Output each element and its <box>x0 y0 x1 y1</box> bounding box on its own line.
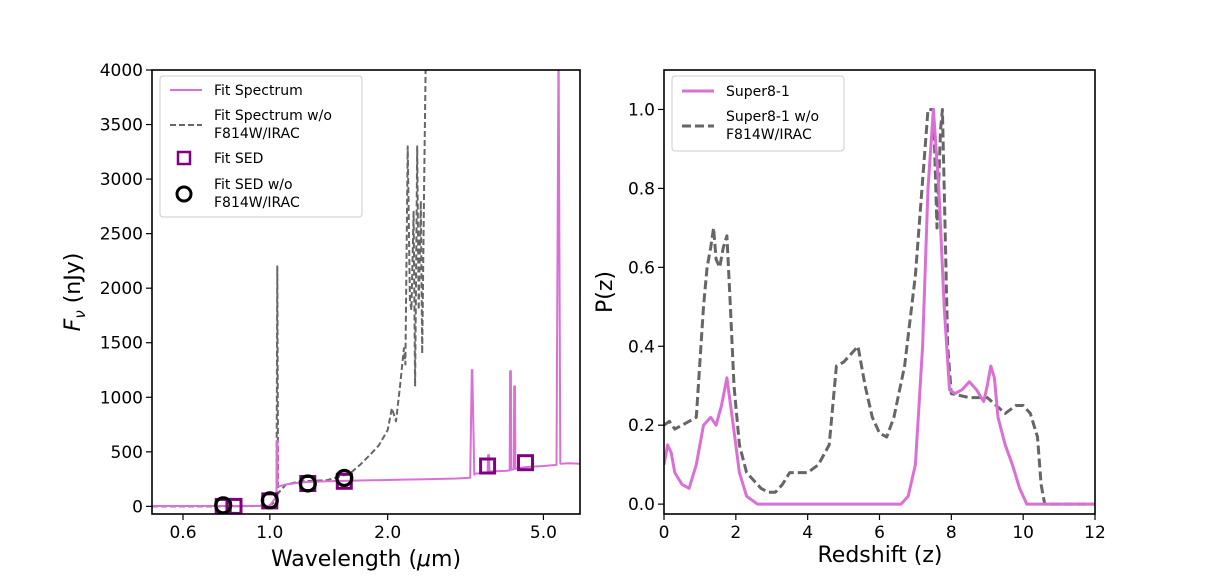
pz-y-axis-title: P(z) <box>593 271 618 313</box>
y-tick-label: 3500 <box>100 116 143 136</box>
series-fit-spectrum-line <box>152 70 580 507</box>
x-tick-label: 1.0 <box>256 523 283 543</box>
legend-fit-sed-label: Fit SED <box>214 151 263 167</box>
pz-legend-box <box>671 75 845 152</box>
x-tick-label: 6 <box>874 523 885 543</box>
sed-axes-frame <box>151 69 581 515</box>
series-super8-1-line <box>664 108 1095 506</box>
sed-circle-point-3 <box>335 468 354 488</box>
sed-plot-area <box>152 70 580 514</box>
x-tick-label: 0.6 <box>169 523 196 543</box>
sed-y-axis-title: Fν (nJy) <box>61 253 89 332</box>
y-tick-label: 2000 <box>100 279 143 299</box>
x-tick-label: 10 <box>1012 523 1034 543</box>
y-tick-label: 1000 <box>100 388 143 408</box>
y-tick-label: 2500 <box>100 225 143 245</box>
legend-fit-sed-nofit-label-1: Fit SED w/o <box>214 177 293 193</box>
sed-x-ticks: 0.6 1.0 2.0 5.0 <box>169 514 557 543</box>
legend-fit-sed-nofit-label-2: F814W/IRAC <box>214 195 300 211</box>
legend-super8-nofit-label-1: Super8-1 w/o <box>726 109 819 125</box>
sed-circle-point-1 <box>260 491 279 510</box>
y-tick-label: 3000 <box>100 170 143 190</box>
sed-square-point-5 <box>479 457 497 475</box>
legend-fit-sed-nofit-marker <box>175 185 193 203</box>
sed-square-point-6 <box>517 454 534 472</box>
y-tick-label: 0.6 <box>628 258 655 278</box>
pz-y-ticks: 0.0 0.2 0.4 0.6 0.8 1.0 <box>628 100 664 515</box>
y-tick-label: 1.0 <box>628 100 655 120</box>
y-tick-label: 0.0 <box>628 495 655 515</box>
sed-legend: Fit Spectrum Fit Spectrum w/o F814W/IRAC… <box>159 75 363 218</box>
legend-fit-spectrum-label: Fit Spectrum <box>214 83 303 99</box>
pz-panel: 0 2 4 6 8 10 12 0.0 0.2 0.4 0.6 0.8 1.0 Redshift (z… <box>593 69 1106 568</box>
y-tick-label: 500 <box>111 443 143 463</box>
y-tick-label: 4000 <box>100 61 143 81</box>
y-tick-label: 0 <box>132 497 143 517</box>
x-tick-label: 2 <box>730 523 741 543</box>
sed-legend-box <box>159 75 363 218</box>
legend-super8-label: Super8-1 <box>726 84 790 100</box>
pz-legend: Super8-1 Super8-1 w/o F814W/IRAC <box>671 75 845 152</box>
pz-x-ticks: 0 2 4 6 8 10 12 <box>659 514 1106 543</box>
x-tick-label: 2.0 <box>374 523 401 543</box>
x-tick-label: 12 <box>1084 523 1106 543</box>
pz-x-axis-title: Redshift (z) <box>817 543 942 568</box>
legend-fit-spectrum-nofit-label-2: F814W/IRAC <box>214 126 300 142</box>
y-tick-label: 0.8 <box>628 179 655 199</box>
sed-fit-panel: 0.6 1.0 2.0 5.0 0 500 1000 1500 2000 2500 3000 350… <box>61 61 581 572</box>
sed-x-axis-title: Wavelength (μm) <box>271 547 461 572</box>
x-tick-label: 5.0 <box>530 523 557 543</box>
series-fit-spectrum-w-o-f814w-irac-line <box>152 70 427 508</box>
y-tick-label: 0.2 <box>628 416 655 436</box>
legend-fit-spectrum-nofit-label-1: Fit Spectrum w/o <box>214 108 332 124</box>
x-tick-label: 8 <box>946 523 957 543</box>
x-tick-label: 4 <box>802 523 813 543</box>
pz-plot-area <box>664 108 1095 506</box>
y-tick-label: 0.4 <box>628 337 655 357</box>
legend-super8-nofit-label-2: F814W/IRAC <box>726 127 812 143</box>
series-super8-1-w-o-f814w-irac-line <box>664 108 1095 506</box>
y-tick-label: 1500 <box>100 334 143 354</box>
legend-fit-sed-marker <box>176 150 192 166</box>
sed-circle-point-0 <box>214 496 233 514</box>
sed-circle-point-2 <box>298 474 317 493</box>
sed-y-ticks: 0 500 1000 1500 2000 2500 3000 3500 4000 <box>100 61 152 517</box>
x-tick-label: 0 <box>659 523 670 543</box>
